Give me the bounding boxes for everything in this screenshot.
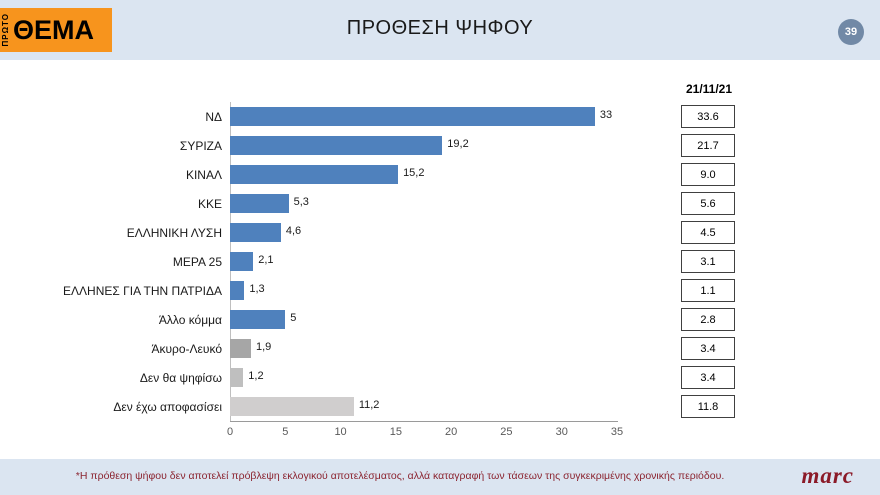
bar-value-label: 4,6 (285, 225, 302, 237)
bar (230, 397, 354, 416)
bar-track: 11,2 (230, 397, 617, 416)
chart-row: ΕΛΛΗΝΕΣ ΓΙΑ ΤΗΝ ΠΑΤΡΙΔΑ 1,3 1.1 (0, 276, 880, 305)
chart-row: ΕΛΛΗΝΙΚΗ ΛΥΣΗ 4,6 4.5 (0, 218, 880, 247)
chart-row: Δεν θα ψηφίσω 1,2 3.4 (0, 363, 880, 392)
bar-track: 1,3 (230, 281, 617, 300)
chart-row: ΣΥΡΙΖΑ 19,2 21.7 (0, 131, 880, 160)
bar-value-label: 15,2 (403, 167, 425, 179)
chart-rows: ΝΔ 33 33.6 ΣΥΡΙΖΑ 19,2 21.7 ΚΙΝΑΛ 15,2 9.0 ΚΚΕ 5,3… (0, 102, 880, 421)
x-tick-label: 15 (389, 426, 402, 438)
logo-main-text: ΘΕΜΑ (13, 14, 94, 45)
bar (230, 310, 286, 329)
x-tick-label: 20 (445, 426, 458, 438)
x-tick-label: 5 (282, 426, 289, 438)
bar-track: 19,2 (230, 136, 617, 155)
bar-value-label: 1,2 (248, 370, 264, 382)
bar (230, 252, 254, 271)
page-number-badge: 39 (838, 19, 864, 45)
bar-track: 2,1 (230, 252, 617, 271)
chart-row: ΜΕΡΑ 25 2,1 3.1 (0, 247, 880, 276)
party-label: Άλλο κόμμα (158, 312, 222, 327)
previous-value-box: 5.6 (681, 192, 735, 215)
bar-value-label: 1,3 (249, 283, 265, 295)
chart-row: ΚΚΕ 5,3 5.6 (0, 189, 880, 218)
x-tick-label: 10 (334, 426, 347, 438)
previous-value-box: 11.8 (681, 395, 735, 418)
chart-row: ΚΙΝΑΛ 15,2 9.0 (0, 160, 880, 189)
bar (230, 136, 443, 155)
party-label: ΚΚΕ (197, 196, 222, 211)
bar (230, 194, 289, 213)
previous-value-box: 9.0 (681, 163, 735, 186)
previous-value-box: 4.5 (681, 221, 735, 244)
previous-value-box: 21.7 (681, 134, 735, 157)
bar-track: 15,2 (230, 165, 617, 184)
marc-logo: marc (801, 463, 854, 488)
bar-value-label: 2,1 (258, 254, 274, 266)
header-band: ΠΡΩΤΟ ΘΕΜΑ ΠΡΟΘΕΣΗ ΨΗΦΟΥ 39 (0, 0, 880, 60)
disclaimer-footnote: *Η πρόθεση ψήφου δεν αποτελεί πρόβλεψη ε… (75, 470, 725, 482)
footer-band: *Η πρόθεση ψήφου δεν αποτελεί πρόβλεψη ε… (0, 459, 880, 495)
bar-track: 4,6 (230, 223, 617, 242)
chart-row: Δεν έχω αποφασίσει 11,2 11.8 (0, 392, 880, 421)
bar-value-label: 1,9 (256, 341, 272, 353)
x-tick-label: 35 (610, 426, 624, 438)
party-label: Άκυρο-Λευκό (151, 341, 222, 356)
bar-value-label: 5,3 (293, 196, 309, 208)
bar (230, 223, 281, 242)
party-label: ΚΙΝΑΛ (185, 167, 222, 182)
bar (230, 107, 595, 126)
party-label: ΕΛΛΗΝΕΣ ΓΙΑ ΤΗΝ ΠΑΤΡΙΔΑ (63, 283, 222, 298)
bar-value-label: 19,2 (447, 138, 469, 150)
chart-area: 21/11/21 ΝΔ 33 33.6 ΣΥΡΙΖΑ 19,2 21.7 ΚΙΝΑΛ 15,2… (0, 60, 880, 459)
party-label: Δεν έχω αποφασίσει (113, 399, 222, 414)
x-tick-label: 25 (500, 426, 513, 438)
bar (230, 281, 245, 300)
previous-value-box: 3.4 (681, 366, 735, 389)
previous-value-box: 2.8 (681, 308, 735, 331)
bar (230, 368, 244, 387)
bar (230, 339, 251, 358)
party-label: ΕΛΛΗΝΙΚΗ ΛΥΣΗ (126, 225, 222, 240)
previous-value-box: 3.4 (681, 337, 735, 360)
bar-track: 33 (230, 107, 617, 126)
party-label: ΝΔ (205, 109, 222, 124)
previous-poll-date-header: 21/11/21 (685, 82, 733, 96)
page-title: ΠΡΟΘΕΣΗ ΨΗΦΟΥ (346, 17, 534, 39)
chart-row: Άλλο κόμμα 5 2.8 (0, 305, 880, 334)
previous-value-box: 3.1 (681, 250, 735, 273)
bar-track: 1,2 (230, 368, 617, 387)
bar-value-label: 33 (599, 109, 613, 121)
bar-value-label: 11,2 (358, 399, 380, 411)
bar-track: 1,9 (230, 339, 617, 358)
party-label: ΣΥΡΙΖΑ (179, 138, 222, 153)
x-tick-label: 30 (555, 426, 568, 438)
chart-row: Άκυρο-Λευκό 1,9 3.4 (0, 334, 880, 363)
party-label: ΜΕΡΑ 25 (172, 254, 222, 269)
chart-row: ΝΔ 33 33.6 (0, 102, 880, 131)
bar-track: 5 (230, 310, 617, 329)
previous-value-box: 1.1 (681, 279, 735, 302)
previous-value-box: 33.6 (681, 105, 735, 128)
party-label: Δεν θα ψηφίσω (139, 370, 222, 385)
bar-chart: ΝΔ 33 33.6 ΣΥΡΙΖΑ 19,2 21.7 ΚΙΝΑΛ 15,2 9.0 ΚΚΕ 5,3… (0, 102, 880, 442)
x-axis: 0 5 10 15 20 25 30 35 (226, 421, 623, 442)
bar-value-label: 5 (290, 312, 297, 324)
bar (230, 165, 399, 184)
proto-thema-logo: ΠΡΩΤΟ ΘΕΜΑ (0, 8, 112, 52)
bar-track: 5,3 (230, 194, 617, 213)
x-tick-label: 0 (226, 426, 234, 438)
